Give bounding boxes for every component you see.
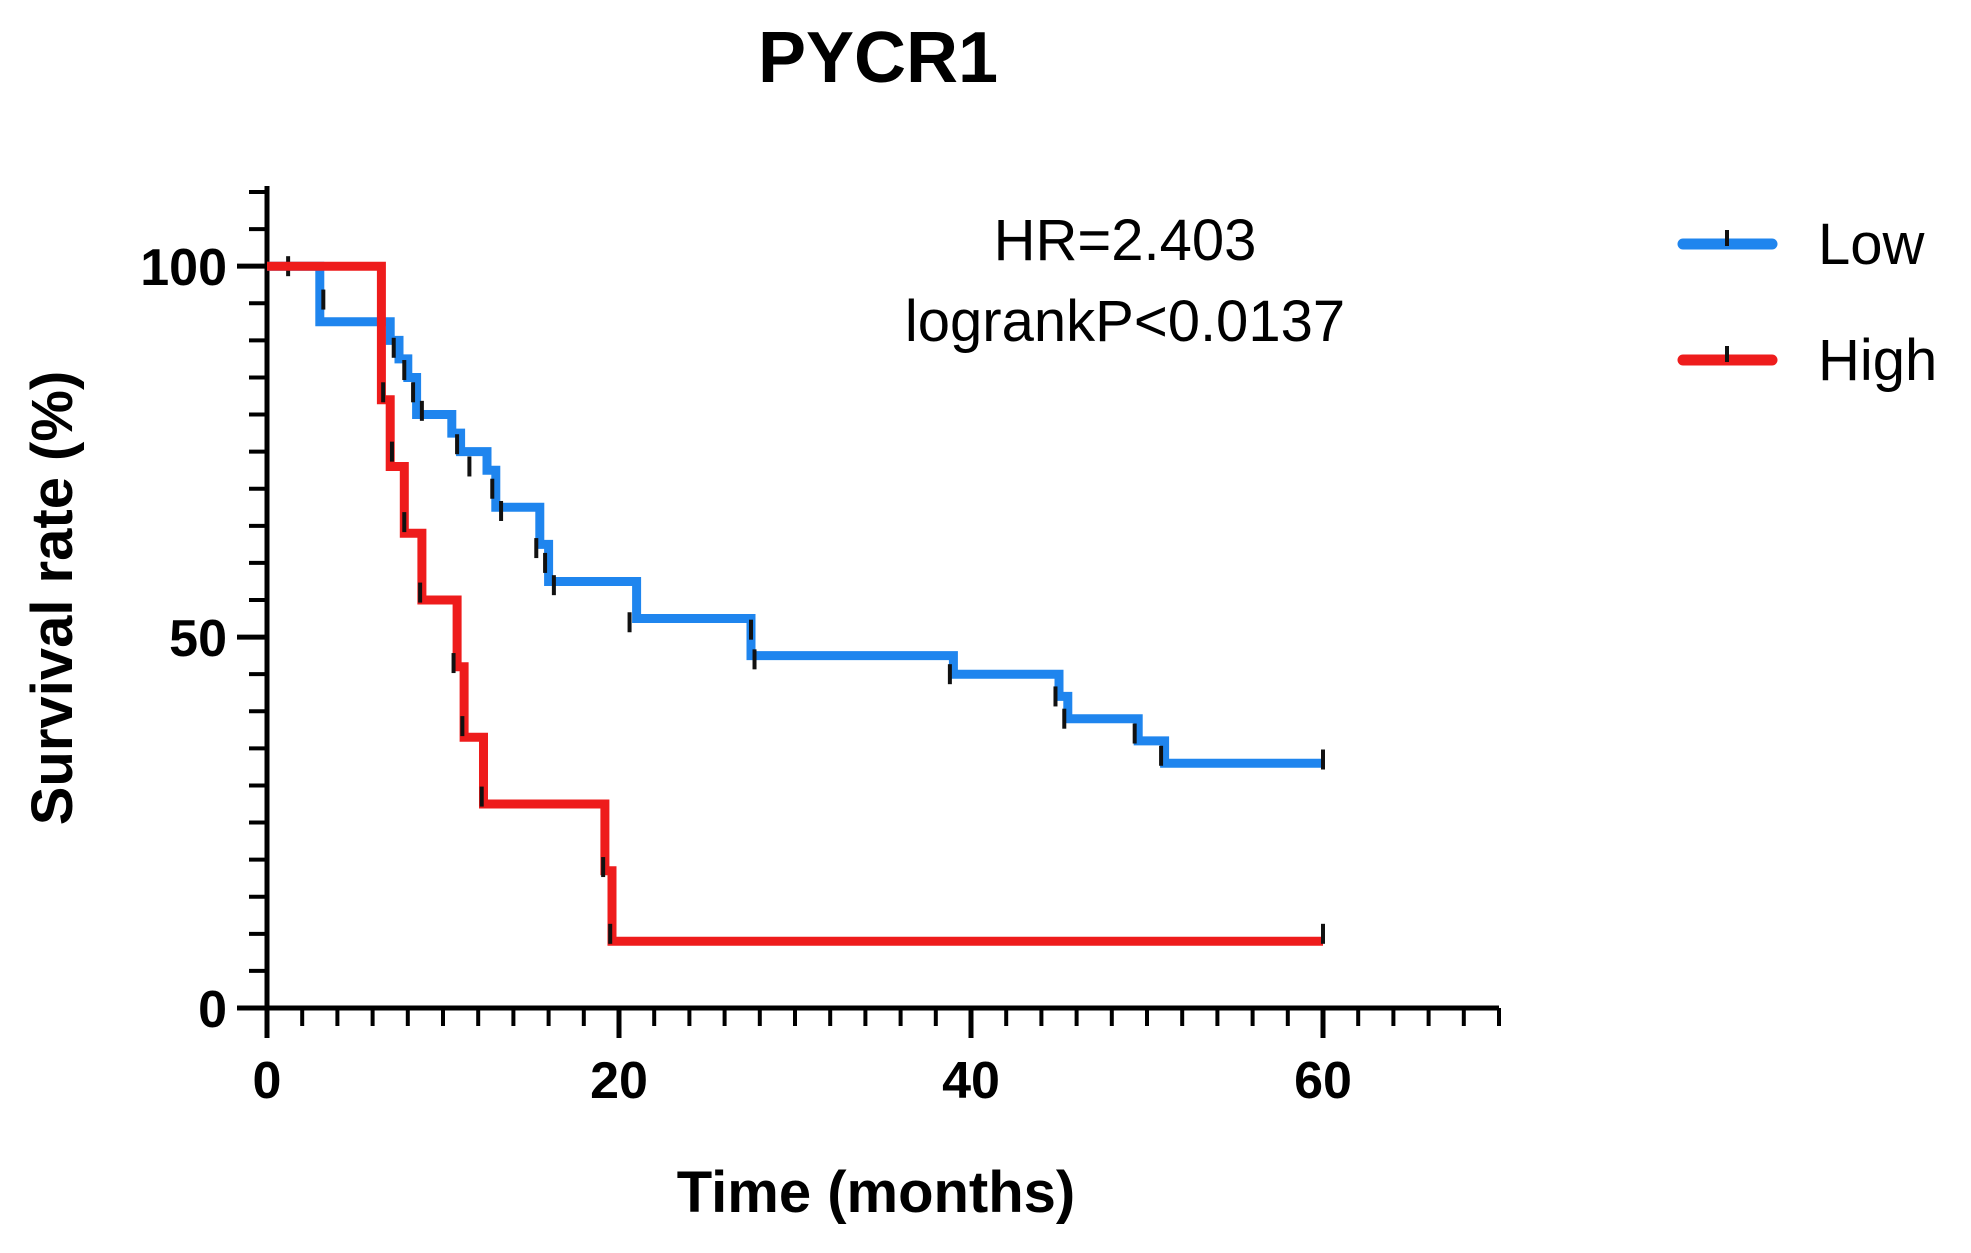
legend: Low High — [1677, 212, 1937, 393]
hr-annotation: HR=2.403 — [994, 208, 1257, 273]
y-axis-label: Survival rate (%) — [20, 371, 85, 826]
x-axis-label: Time (months) — [677, 1160, 1076, 1225]
logrank-p-annotation: logrankP<0.0137 — [905, 289, 1345, 354]
y-tick-label: 0 — [198, 981, 227, 1039]
series-low-line — [267, 261, 1323, 768]
x-tick-label: 60 — [1294, 1052, 1352, 1110]
legend-label-high: High — [1818, 328, 1937, 393]
series-high-line — [267, 261, 1323, 946]
legend-label-low: Low — [1818, 212, 1926, 277]
x-tick-label: 40 — [942, 1052, 1000, 1110]
x-tick-label: 0 — [253, 1052, 282, 1110]
x-tick-label: 20 — [590, 1052, 648, 1110]
series-layer — [267, 256, 1325, 946]
chart-title: PYCR1 — [758, 18, 998, 98]
y-tick-label: 100 — [140, 239, 227, 297]
y-tick-label: 50 — [169, 610, 227, 668]
axes: 0 20 40 60 0 50 100 — [140, 186, 1501, 1110]
